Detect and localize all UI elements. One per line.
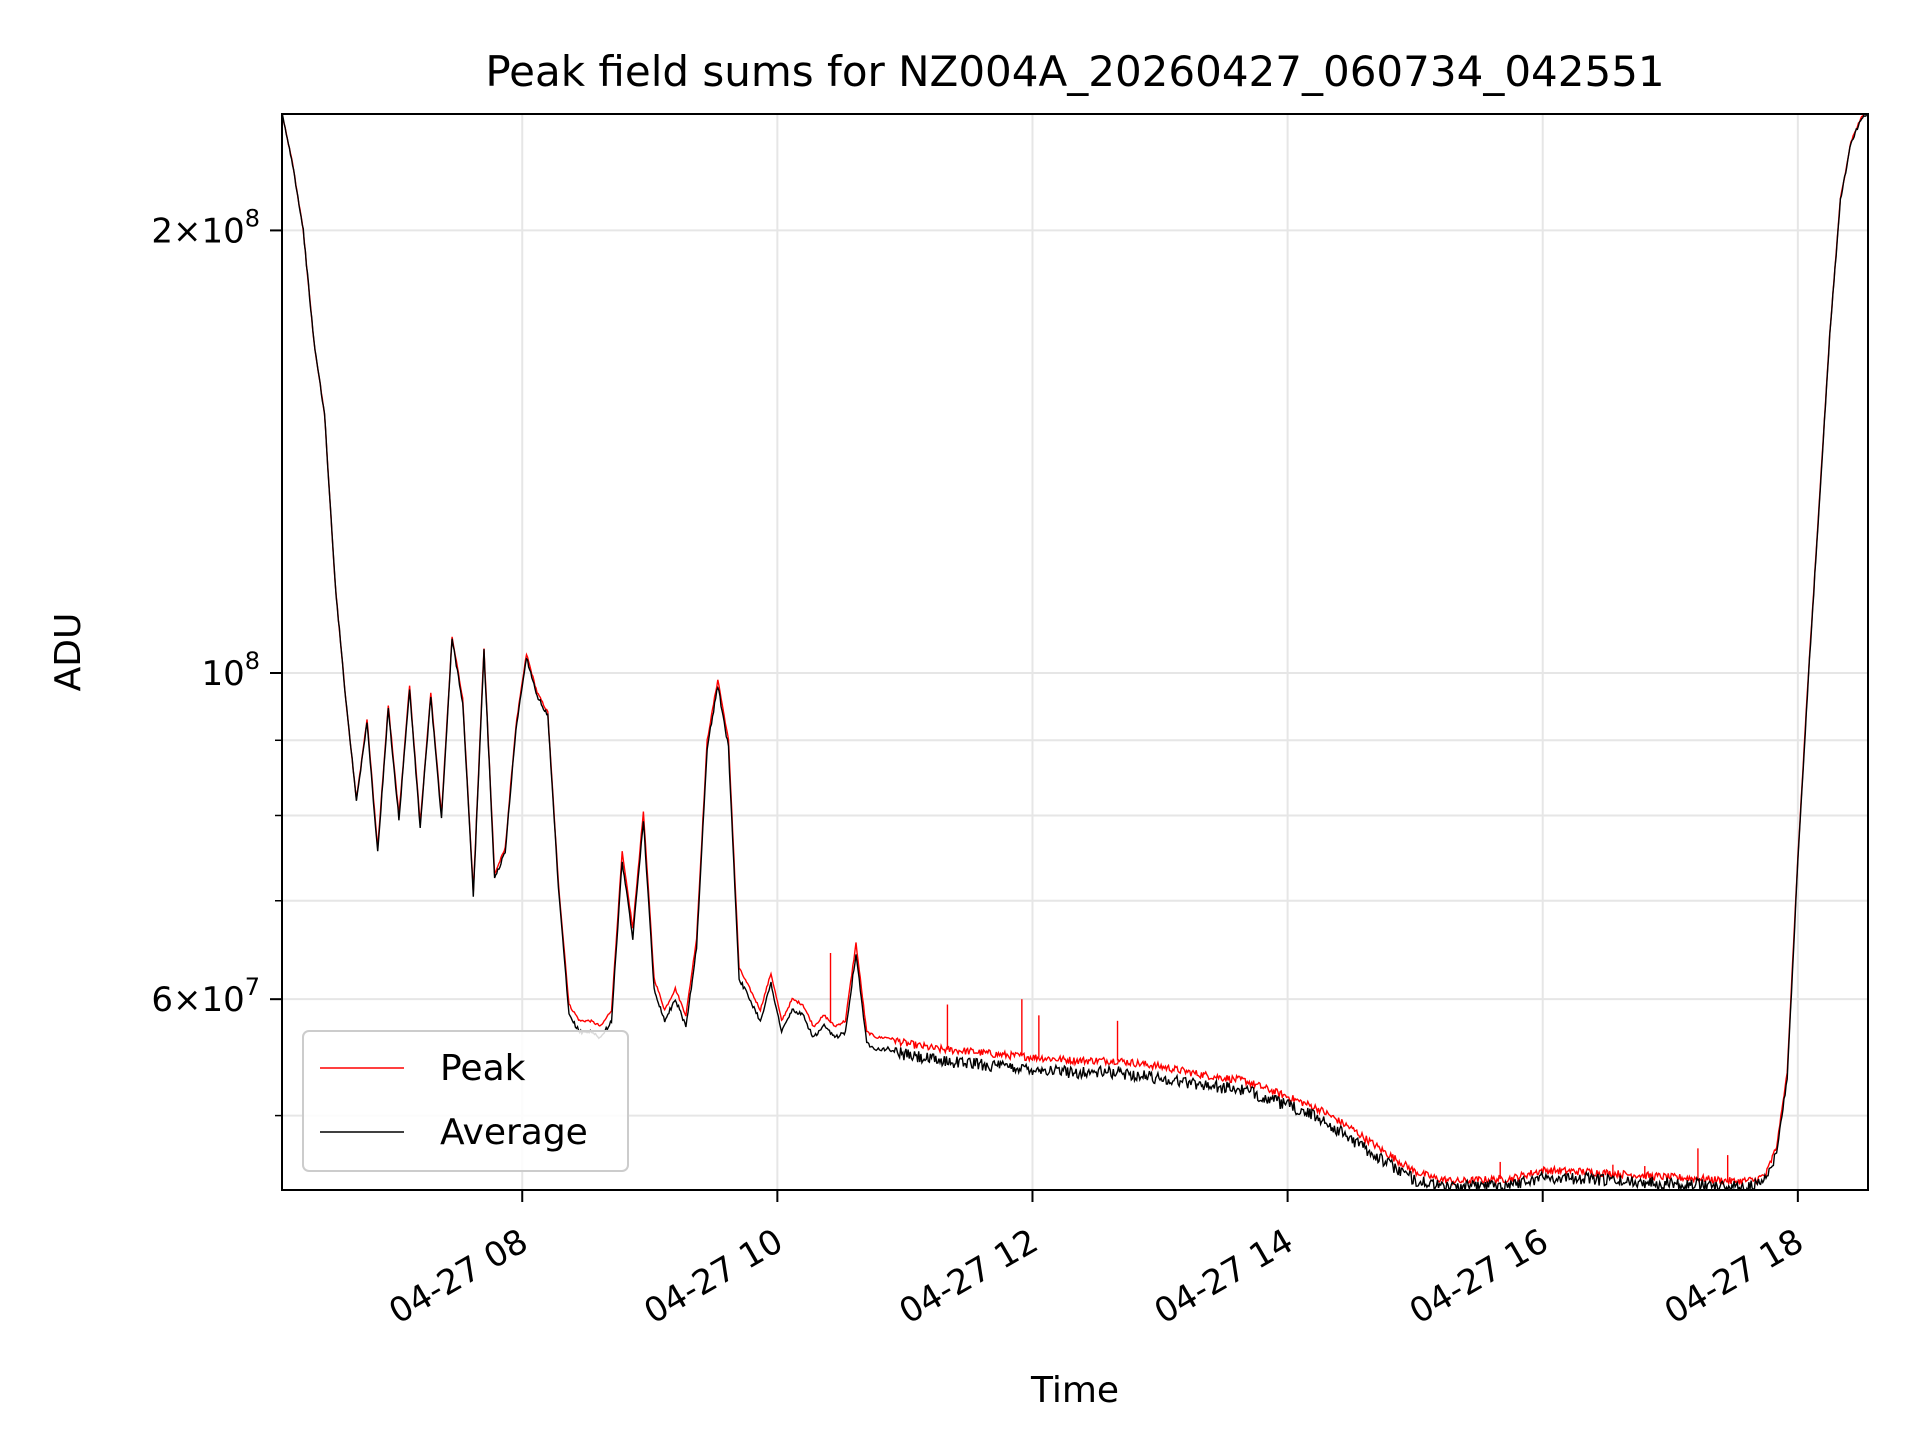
series-line-peak [282,114,1868,1186]
legend-label-average: Average [440,1112,588,1153]
y-tick-label: 6×107 [151,973,260,1020]
legend: Peak Average [302,1030,629,1172]
legend-label-peak: Peak [440,1048,526,1089]
legend-box [302,1030,629,1172]
y-axis: 6×107 108 2×108 [151,204,282,1117]
x-axis-title: Time [1030,1370,1119,1411]
series-area [282,114,1868,1190]
grid [282,114,1868,1190]
chart-title: Peak field sums for NZ004A_20260427_0607… [485,47,1664,96]
y-axis-title: ADU [48,613,89,692]
series-line-average [282,114,1868,1190]
y-tick-label: 2×108 [151,204,260,251]
plot-frame [281,113,1869,1191]
y-tick-label: 108 [201,647,260,694]
